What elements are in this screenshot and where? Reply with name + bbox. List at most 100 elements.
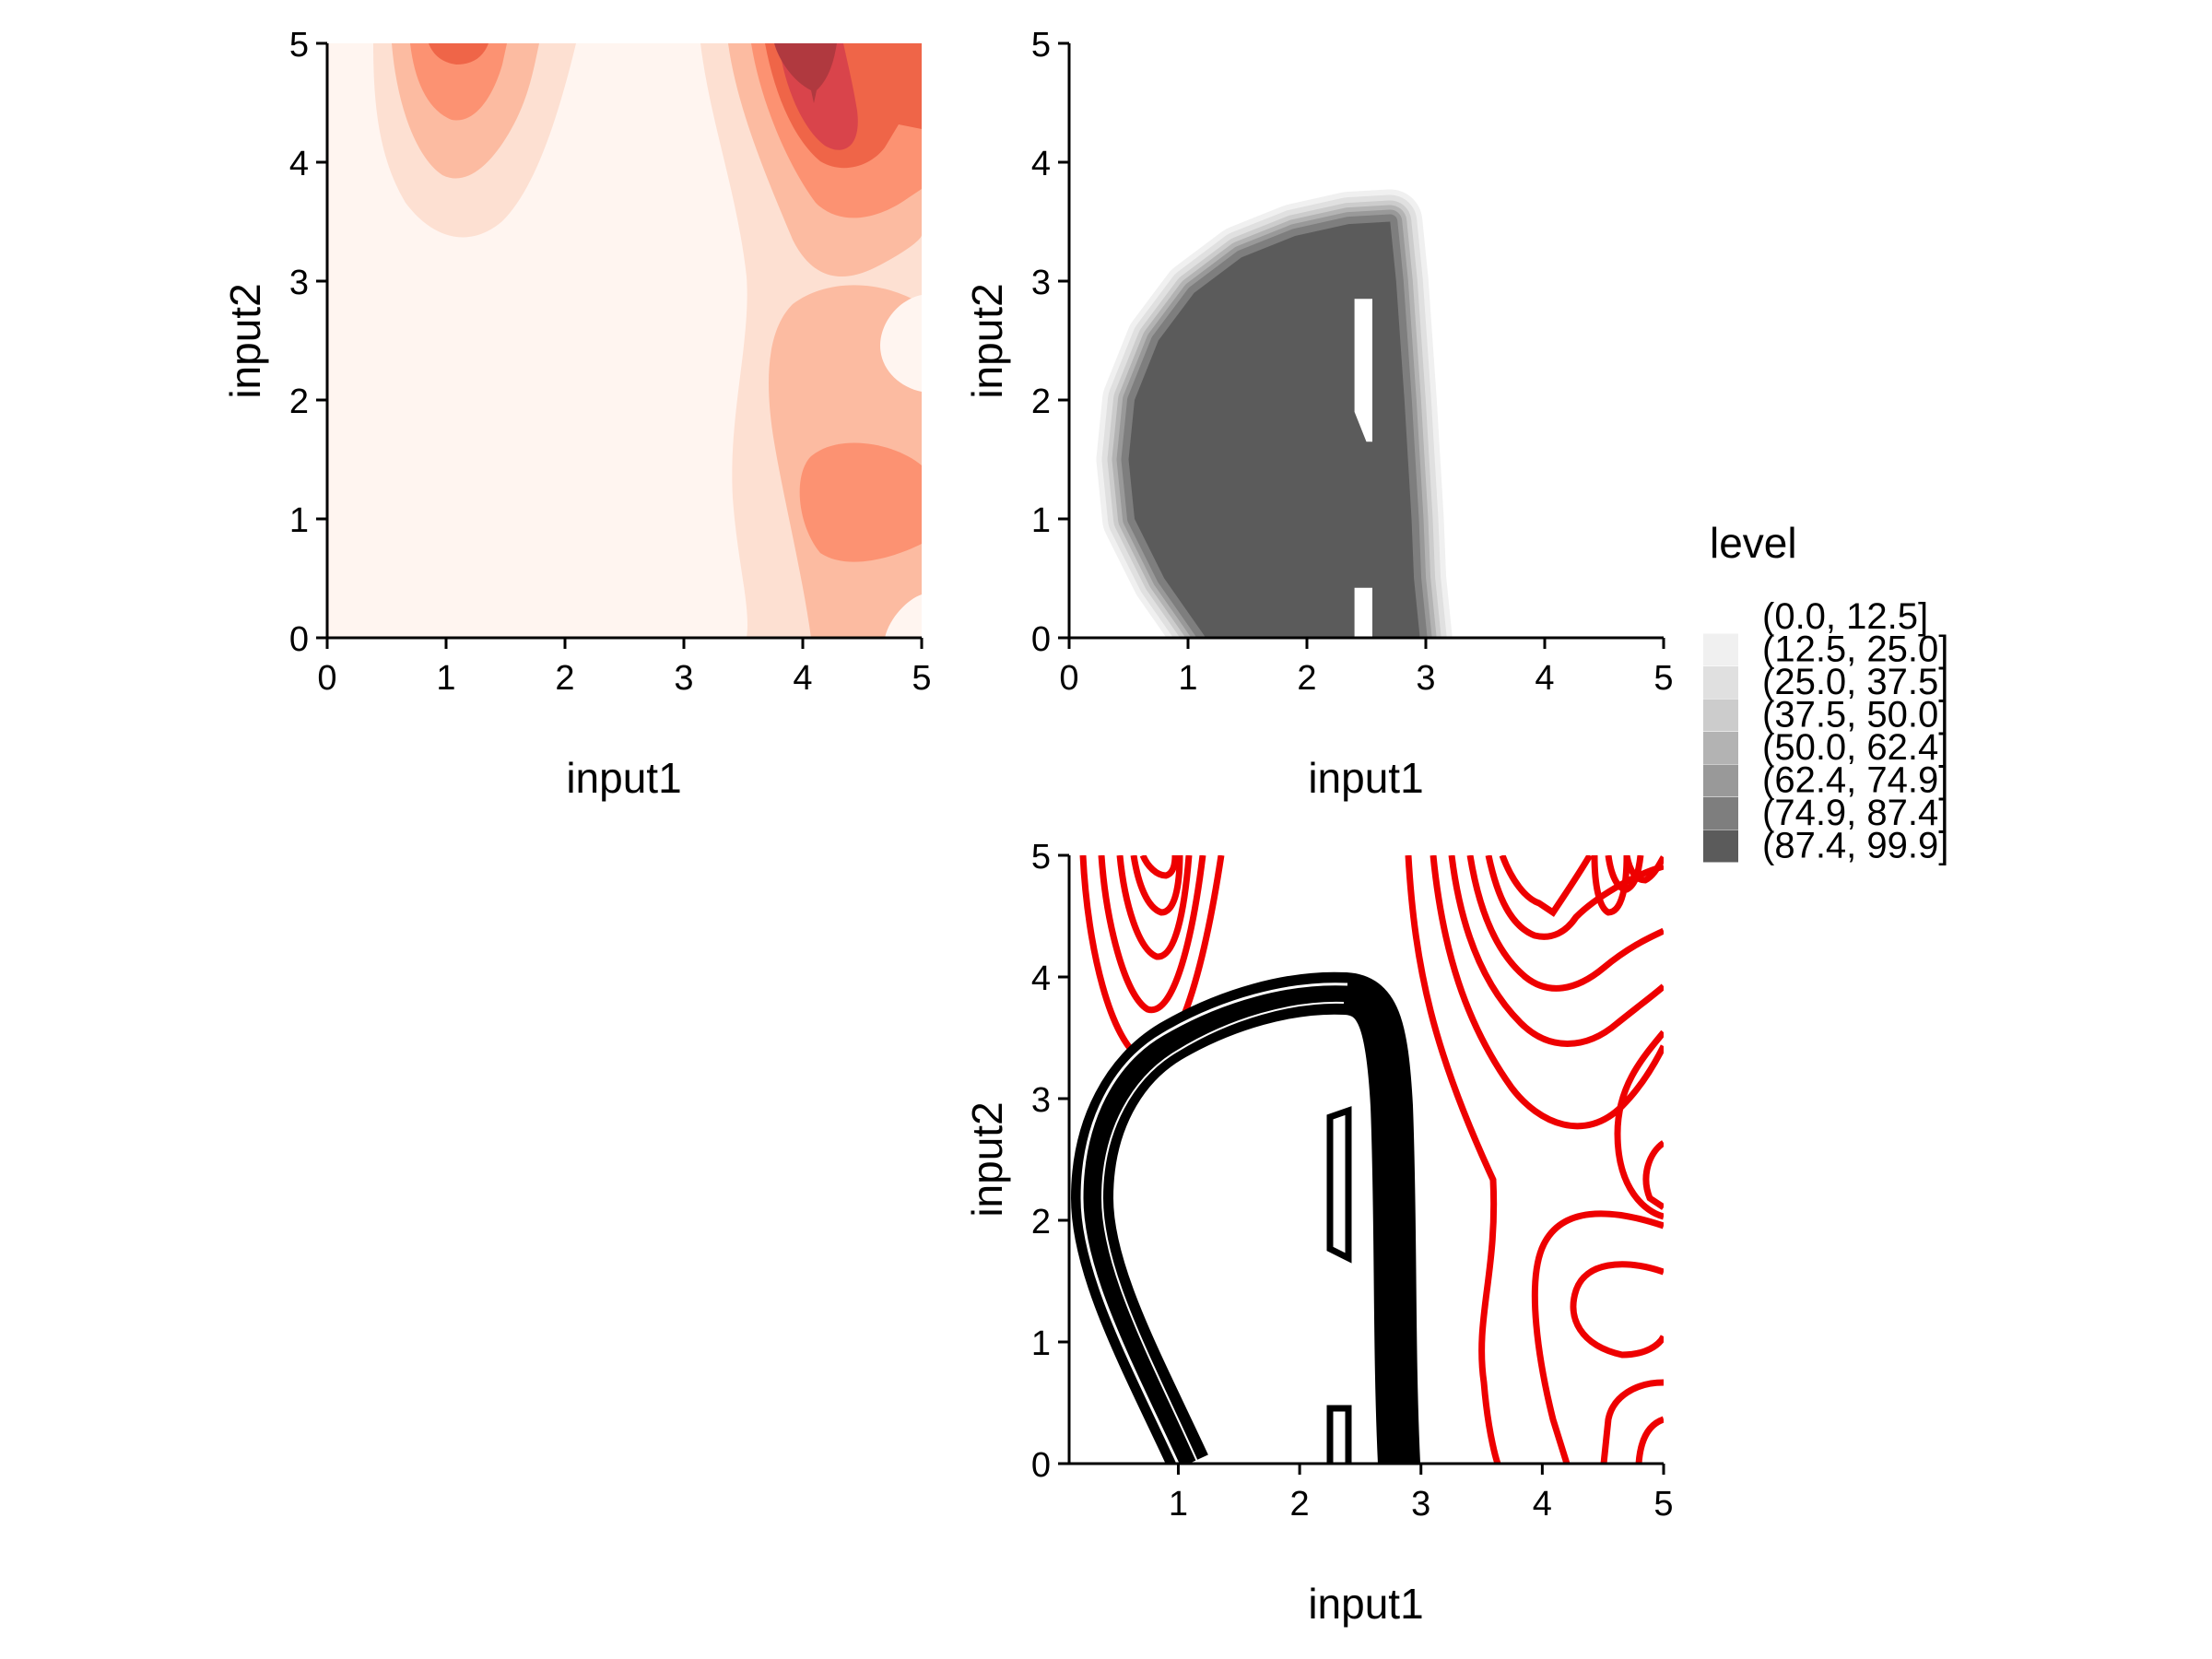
y-tick-label: 1 <box>289 501 309 540</box>
x-tick-label: 3 <box>674 659 693 698</box>
panel-a-contour-band <box>880 295 922 392</box>
red-contour-line <box>1623 855 1664 884</box>
panel-b-x-ticks: 0 1 2 3 4 5 <box>1059 638 1674 698</box>
panel-a-x-axis-title: input1 <box>566 754 681 802</box>
y-tick-label: 5 <box>1031 26 1051 65</box>
black-contour-edge <box>1100 1001 1345 1464</box>
legend-swatch <box>1703 764 1738 797</box>
x-tick-label: 0 <box>1059 659 1078 698</box>
panel-b-y-ticks: 0 1 2 3 4 5 <box>1031 26 1069 659</box>
legend-label: (12.5, 25.0] <box>1762 629 1948 670</box>
panel-a-contour-band <box>885 594 922 638</box>
panel-a-y-axis-title: input2 <box>221 283 269 398</box>
red-contour-line <box>1405 855 1501 1464</box>
x-tick-label: 2 <box>1297 659 1316 698</box>
panel-a-contour-band <box>799 442 922 562</box>
panel-a-axes: 0 1 2 3 4 5 0 1 2 3 4 5 input1 input2 <box>221 26 932 802</box>
red-contour-line <box>1614 1030 1664 1220</box>
y-tick-label: 1 <box>1031 1324 1051 1363</box>
x-tick-label: 4 <box>793 659 812 698</box>
panel-b-plot-area <box>1069 43 1664 638</box>
panel-c-background-fill <box>1069 855 1664 1464</box>
y-tick-label: 5 <box>289 26 309 65</box>
red-contour-line <box>1591 855 1630 916</box>
y-tick-label: 2 <box>1031 1203 1051 1241</box>
panel-b-y-axis-title: input2 <box>963 283 1011 398</box>
red-contour-line <box>1642 1140 1664 1210</box>
legend-label: (25.0, 37.5] <box>1762 662 1948 702</box>
x-tick-label: 5 <box>1653 659 1673 698</box>
legend-label: (74.9, 87.4] <box>1762 793 1948 833</box>
red-contour-line <box>1139 855 1179 879</box>
red-contour-line <box>1130 855 1183 916</box>
legend-swatch <box>1703 830 1738 863</box>
panel-c-x-ticks: 1 2 3 4 5 <box>1169 1464 1674 1524</box>
x-tick-label: 3 <box>1411 1485 1430 1524</box>
y-tick-label: 0 <box>1031 620 1051 659</box>
y-tick-label: 3 <box>1031 1081 1051 1120</box>
x-tick-label: 2 <box>1290 1485 1310 1524</box>
red-contour-line <box>1499 855 1594 917</box>
y-tick-label: 2 <box>1031 382 1051 421</box>
legend-swatch <box>1703 633 1738 666</box>
y-tick-label: 4 <box>289 145 309 183</box>
panel-b-axes: 0 1 2 3 4 5 0 1 2 3 4 5 input1 input2 <box>963 26 1674 802</box>
legend: level (0.0, 12.5](12.5, 25.0](25.0, 37.5… <box>1703 519 1948 866</box>
y-tick-label: 5 <box>1031 838 1051 877</box>
red-contour-line <box>1570 1261 1664 1359</box>
panel-a-x-ticks: 0 1 2 3 4 5 <box>317 638 932 698</box>
panel-a: 0 1 2 3 4 5 0 1 2 3 4 5 input1 input2 <box>221 26 932 802</box>
legend-swatch <box>1703 732 1738 764</box>
x-tick-label: 2 <box>555 659 574 698</box>
panel-c-x-axis-title: input1 <box>1308 1580 1423 1628</box>
panel-a-plot-area <box>327 43 922 638</box>
legend-swatch <box>1703 699 1738 732</box>
grey-region-hole <box>1354 587 1372 638</box>
panel-c-axes: 1 2 3 4 5 0 1 2 3 4 5 input1 input2 <box>963 838 1674 1628</box>
grey-region-hole <box>1354 299 1372 442</box>
x-tick-label: 4 <box>1533 1485 1552 1524</box>
panel-a-y-ticks: 0 1 2 3 4 5 <box>289 26 327 659</box>
red-contour-line <box>1635 1416 1664 1464</box>
legend-swatch <box>1703 601 1738 633</box>
panel-c-red-contours <box>1079 855 1664 1464</box>
y-tick-label: 3 <box>1031 264 1051 302</box>
y-tick-label: 1 <box>1031 501 1051 540</box>
black-contour-hole <box>1326 1106 1352 1264</box>
panel-b-grey-region <box>1096 189 1453 638</box>
legend-swatch <box>1703 666 1738 699</box>
panel-c-y-axis-title: input2 <box>963 1101 1011 1217</box>
panel-a-contour-band <box>774 43 837 103</box>
x-tick-label: 0 <box>317 659 336 698</box>
panel-c: 1 2 3 4 5 0 1 2 3 4 5 input1 input2 <box>963 838 1674 1628</box>
red-contour-line <box>1531 1210 1664 1464</box>
panel-a-contour-band <box>410 43 507 121</box>
black-contour-hole <box>1326 1405 1352 1464</box>
x-tick-label: 3 <box>1416 659 1435 698</box>
panel-b-x-axis-title: input1 <box>1308 754 1423 802</box>
legend-swatch <box>1703 797 1738 830</box>
panel-b: 0 1 2 3 4 5 0 1 2 3 4 5 input1 input2 <box>963 26 1674 802</box>
panel-c-y-ticks: 0 1 2 3 4 5 <box>1031 838 1069 1485</box>
red-contour-line <box>1430 855 1664 1130</box>
legend-title: level <box>1710 519 1797 567</box>
x-tick-label: 5 <box>912 659 931 698</box>
y-tick-label: 3 <box>289 264 309 302</box>
red-contour-line <box>1466 855 1664 992</box>
legend-label: (62.4, 74.9] <box>1762 760 1948 801</box>
red-contour-line <box>1600 1379 1664 1464</box>
panel-a-contour-band <box>429 43 488 65</box>
red-contour-line <box>1098 855 1206 1014</box>
legend-label: (50.0, 62.4] <box>1762 727 1948 768</box>
legend-entries: (0.0, 12.5](12.5, 25.0](25.0, 37.5](37.5… <box>1703 596 1948 866</box>
legend-label: (0.0, 12.5] <box>1762 596 1928 637</box>
y-tick-label: 2 <box>289 382 309 421</box>
y-tick-label: 4 <box>1031 145 1051 183</box>
legend-label: (87.4, 99.9] <box>1762 826 1948 866</box>
red-contour-line <box>1605 855 1644 893</box>
y-tick-label: 0 <box>1031 1446 1051 1485</box>
grey-core-region <box>1128 221 1420 638</box>
y-tick-label: 4 <box>1031 959 1051 998</box>
panel-c-black-contours <box>1070 971 1420 1464</box>
